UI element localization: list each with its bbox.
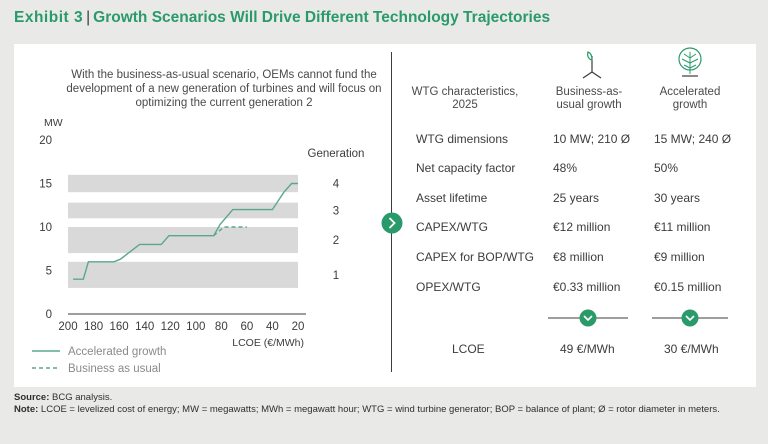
generation-title: Generation (308, 148, 365, 160)
row-bau-capex: €12 million (553, 220, 611, 234)
x-axis-title: LCOE (€/MWh) (232, 337, 304, 349)
source-line: Source: BCG analysis. (14, 392, 754, 404)
section-divider (391, 52, 392, 372)
x-tick-label-100: 100 (186, 321, 205, 333)
row-label-dimensions: WTG dimensions (416, 132, 509, 146)
row-acc-capacity: 50% (654, 161, 679, 175)
generation-band-1 (68, 261, 298, 288)
exhibit-panel: With the business-as-usual scenario, OEM… (14, 44, 756, 387)
note-line: Note: LCOE = levelized cost of energy; M… (14, 404, 754, 416)
series-line-accelerated (73, 182, 298, 280)
row-bau-opex: €0.33 million (553, 280, 621, 294)
row-label-opex: OPEX/WTG (416, 280, 481, 294)
row-acc-opex: €0.15 million (654, 280, 722, 294)
table-header-accelerated: Accelerated growth (659, 86, 721, 111)
y-tick-label-5: 5 (46, 266, 52, 278)
y-tick-label-15: 15 (39, 179, 52, 191)
x-tick-label-180: 180 (84, 321, 103, 333)
generation-label-4: 4 (333, 179, 340, 191)
x-tick-label-160: 160 (110, 321, 129, 333)
y-axis-title: MW (44, 117, 63, 129)
lcoe-bau-value: 49 €/MWh (560, 342, 615, 356)
lcoe-acc-value: 30 €/MWh (664, 342, 719, 356)
footer: Source: BCG analysis. Note: LCOE = level… (14, 392, 754, 416)
exhibit-title: Growth Scenarios Will Drive Different Te… (93, 9, 551, 26)
sprout-icon (582, 51, 602, 79)
row-acc-capex: €11 million (654, 220, 711, 234)
y-tick-label-10: 10 (39, 222, 52, 234)
header-divider: | (86, 9, 91, 26)
generation-label-3: 3 (333, 205, 339, 217)
exhibit-header: Exhibit 3 | Growth Scenarios Will Drive Di… (14, 9, 550, 27)
generation-band-2 (68, 227, 298, 254)
source-text: BCG analysis. (52, 392, 113, 403)
series-line-business-as-usual (213, 226, 247, 237)
row-bau-dimensions: 10 MW; 210 Ø (553, 132, 631, 146)
generation-label-1: 1 (333, 270, 339, 282)
row-label-capacity: Net capacity factor (416, 161, 516, 175)
x-tick-label-40: 40 (266, 321, 279, 333)
lcoe-label: LCOE (452, 342, 485, 356)
row-acc-lifetime: 30 years (654, 191, 701, 205)
generation-band-3 (68, 202, 298, 219)
row-label-capex-bop: CAPEX for BOP/WTG (416, 250, 535, 264)
note-label: Note: (14, 404, 39, 415)
bau-lcoe-indicator (548, 309, 628, 327)
acc-lcoe-indicator (652, 309, 728, 327)
row-acc-dimensions: 15 MW; 240 Ø (654, 132, 732, 146)
tree-icon (678, 47, 702, 77)
x-tick-label-60: 60 (240, 321, 253, 333)
y-tick-label-0: 0 (46, 309, 52, 321)
note-text: LCOE = levelized cost of energy; MW = me… (40, 404, 720, 415)
y-tick-label-20: 20 (39, 135, 52, 147)
generation-label-2: 2 (333, 235, 339, 247)
exhibit-label: Exhibit 3 (14, 9, 84, 26)
table-header-bau: Business-as-usual growth (555, 86, 623, 111)
chart-caption: With the business-as-usual scenario, OEM… (66, 69, 382, 109)
x-tick-label-120: 120 (161, 321, 180, 333)
table-header-characteristics: WTG characteristics, 2025 (411, 86, 519, 111)
row-label-lifetime: Asset lifetime (416, 191, 488, 205)
x-tick-label-140: 140 (135, 321, 154, 333)
row-acc-capex-bop: €9 million (654, 250, 705, 264)
x-tick-label-20: 20 (292, 321, 305, 333)
x-tick-label-80: 80 (215, 321, 228, 333)
row-bau-capacity: 48% (553, 161, 578, 175)
x-tick-label-200: 200 (58, 321, 77, 333)
row-label-capex: CAPEX/WTG (416, 220, 489, 234)
row-bau-capex-bop: €8 million (553, 250, 604, 264)
source-label: Source: (14, 392, 50, 403)
lcoe-chart: 1 2 3 4 Generation 0 5 10 15 20 MW 200 180 160 140 120 1… (32, 117, 365, 375)
generation-band-4 (68, 174, 298, 193)
legend-label-accelerated: Accelerated growth (68, 346, 166, 358)
row-bau-lifetime: 25 years (553, 191, 600, 205)
chevron-right-icon (381, 212, 403, 234)
legend-label-business-as-usual: Business as usual (68, 363, 161, 375)
